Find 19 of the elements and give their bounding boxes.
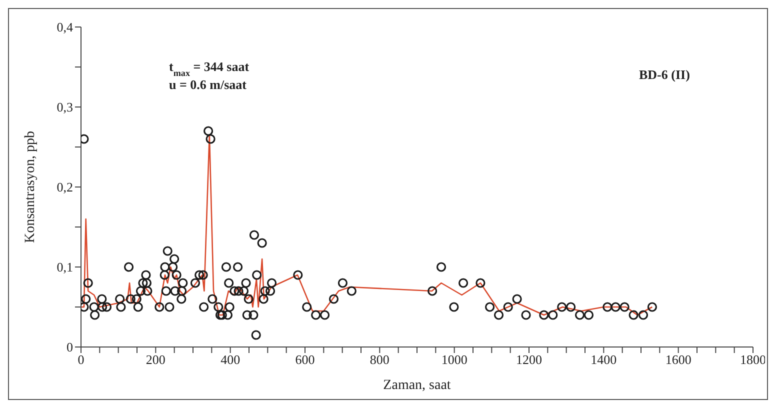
- x-axis-title: Zaman, saat: [383, 378, 451, 393]
- annotation: u = 0.6 m/saat: [169, 77, 248, 92]
- y-tick-label: 0,1: [56, 260, 73, 275]
- x-tick-label: 1200: [516, 352, 542, 368]
- y-tick-label: 0: [66, 340, 73, 355]
- y-tick-label: 0,4: [56, 20, 74, 35]
- x-tick-label: 800: [370, 352, 390, 368]
- x-tick-label: 0: [78, 352, 84, 368]
- y-tick-label: 0,3: [56, 100, 73, 115]
- y-tick-label: 0,2: [56, 180, 73, 195]
- annotation: BD-6 (II): [639, 67, 690, 82]
- annotation: t$_{max}$ = 344 saat: [169, 59, 250, 78]
- x-tick-label: 200: [146, 352, 166, 368]
- x-tick-label: 1000: [441, 352, 468, 368]
- x-tick-label: 1600: [665, 352, 692, 368]
- x-tick-label: 1400: [590, 352, 617, 368]
- y-axis-title: Konsantrasyon, ppb: [22, 131, 38, 243]
- x-tick-label: 600: [295, 352, 315, 368]
- x-tick-label: 400: [220, 352, 240, 368]
